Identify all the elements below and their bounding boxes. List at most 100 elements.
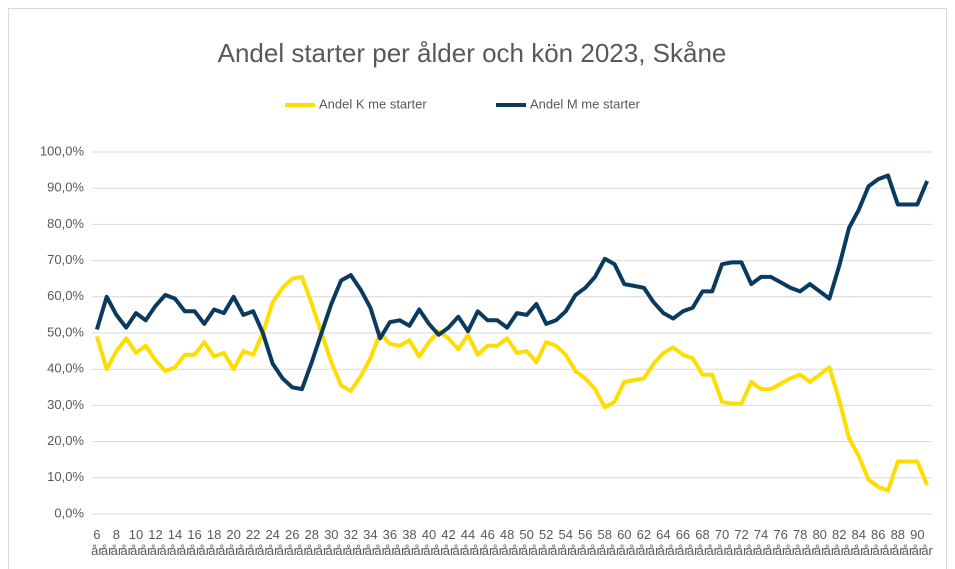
x-tick-label: år — [296, 543, 308, 558]
x-tick-label: 28 år — [305, 527, 319, 558]
x-tick-label: år — [550, 543, 562, 558]
x-tick-label: år — [120, 543, 132, 558]
x-tick-label: 44 år — [461, 527, 475, 558]
x-tick-label: 12 år — [148, 527, 162, 558]
chart-title: Andel starter per ålder och kön 2023, Sk… — [218, 38, 727, 68]
x-tick-label: år — [706, 543, 718, 558]
x-tick-label: år — [101, 543, 113, 558]
x-tick-label: 8 år — [111, 527, 123, 558]
x-tick-label: 72 år — [734, 527, 748, 558]
x-tick-label: år — [843, 543, 855, 558]
x-tick-label: år — [648, 543, 660, 558]
x-tick-label: 40 år — [422, 527, 436, 558]
x-tick-label: 54 år — [558, 527, 572, 558]
x-tick-label: år — [902, 543, 914, 558]
x-tick-label: år — [511, 543, 523, 558]
x-tick-label: 88 år — [891, 527, 905, 558]
y-tick-label: 0,0% — [54, 505, 84, 520]
x-tick-label: 68 år — [695, 527, 709, 558]
x-tick-label: år — [433, 543, 445, 558]
x-tick-label: 62 år — [637, 527, 651, 558]
x-tick-label: 70 år — [715, 527, 729, 558]
x-tick-label: 80 år — [812, 527, 826, 558]
y-tick-label: 10,0% — [47, 469, 84, 484]
x-tick-label: år — [335, 543, 347, 558]
x-tick-label: år — [746, 543, 758, 558]
x-tick-label: år — [921, 543, 933, 558]
x-tick-label: år — [355, 543, 367, 558]
x-tick-label: år — [804, 543, 816, 558]
x-tick-label: år — [492, 543, 504, 558]
x-tick-label: 48 år — [500, 527, 514, 558]
x-tick-label: 82 år — [832, 527, 846, 558]
y-tick-label: 60,0% — [47, 288, 84, 303]
x-tick-label: 20 år — [226, 527, 240, 558]
x-tick-label: år — [628, 543, 640, 558]
x-tick-label: 26 år — [285, 527, 299, 558]
x-tick-label: 14 år — [168, 527, 182, 558]
x-tick-label: 84 år — [852, 527, 866, 558]
x-tick-label: år — [179, 543, 191, 558]
x-tick-label: år — [863, 543, 875, 558]
x-tick-label: år — [257, 543, 269, 558]
x-tick-label: 58 år — [598, 527, 612, 558]
x-tick-label: 52 år — [539, 527, 553, 558]
x-tick-label: år — [531, 543, 543, 558]
x-tick-label: 30 år — [324, 527, 338, 558]
x-tick-label: år — [218, 543, 230, 558]
x-tick-label: år — [472, 543, 484, 558]
y-tick-label: 40,0% — [47, 361, 84, 376]
x-tick-label: år — [452, 543, 464, 558]
x-tick-label: år — [687, 543, 699, 558]
y-tick-label: 50,0% — [47, 324, 84, 339]
series-line — [94, 274, 929, 493]
x-tick-label: år — [316, 543, 328, 558]
x-tick-label: år — [589, 543, 601, 558]
x-tick-label: 74 år — [754, 527, 768, 558]
y-tick-label: 80,0% — [47, 216, 84, 231]
x-tick-label: 18 år — [207, 527, 221, 558]
x-tick-label: 46 år — [480, 527, 494, 558]
x-tick-label: 90 år — [910, 527, 924, 558]
x-tick-label: år — [374, 543, 386, 558]
x-tick-label: år — [726, 543, 738, 558]
x-tick-label: 86 år — [871, 527, 885, 558]
x-tick-label: 6 år — [91, 527, 103, 558]
x-tick-label: år — [785, 543, 797, 558]
x-tick-label: år — [394, 543, 406, 558]
x-tick-label: 16 år — [187, 527, 201, 558]
series-line — [94, 173, 929, 392]
x-tick-label: år — [413, 543, 425, 558]
x-tick-label: år — [238, 543, 250, 558]
x-tick-label: år — [199, 543, 211, 558]
x-tick-label: 10 år — [129, 527, 143, 558]
y-tick-label: 70,0% — [47, 252, 84, 267]
x-tick-label: år — [824, 543, 836, 558]
x-tick-label: år — [140, 543, 152, 558]
x-tick-label: år — [609, 543, 621, 558]
x-tick-label: 60 år — [617, 527, 631, 558]
x-tick-label: 66 år — [676, 527, 690, 558]
x-tick-label: år — [765, 543, 777, 558]
x-tick-label: 38 år — [402, 527, 416, 558]
x-tick-label: 34 år — [363, 527, 377, 558]
x-tick-label: 24 år — [265, 527, 279, 558]
x-tick-label: 36 år — [383, 527, 397, 558]
x-tick-label: år — [667, 543, 679, 558]
x-tick-label: 56 år — [578, 527, 592, 558]
y-tick-label: 20,0% — [47, 433, 84, 448]
x-tick-label: 78 år — [793, 527, 807, 558]
x-tick-label: 50 år — [519, 527, 533, 558]
y-tick-label: 100,0% — [40, 143, 85, 158]
x-tick-label: år — [277, 543, 289, 558]
y-tick-label: 90,0% — [47, 180, 84, 195]
x-tick-label: 76 år — [773, 527, 787, 558]
x-tick-label: 22 år — [246, 527, 260, 558]
x-tick-label: år — [159, 543, 171, 558]
x-tick-label: 42 år — [441, 527, 455, 558]
legend-label: Andel M me starter — [530, 96, 640, 111]
x-tick-label: 64 år — [656, 527, 670, 558]
y-tick-label: 30,0% — [47, 397, 84, 412]
legend-label: Andel K me starter — [319, 96, 427, 111]
